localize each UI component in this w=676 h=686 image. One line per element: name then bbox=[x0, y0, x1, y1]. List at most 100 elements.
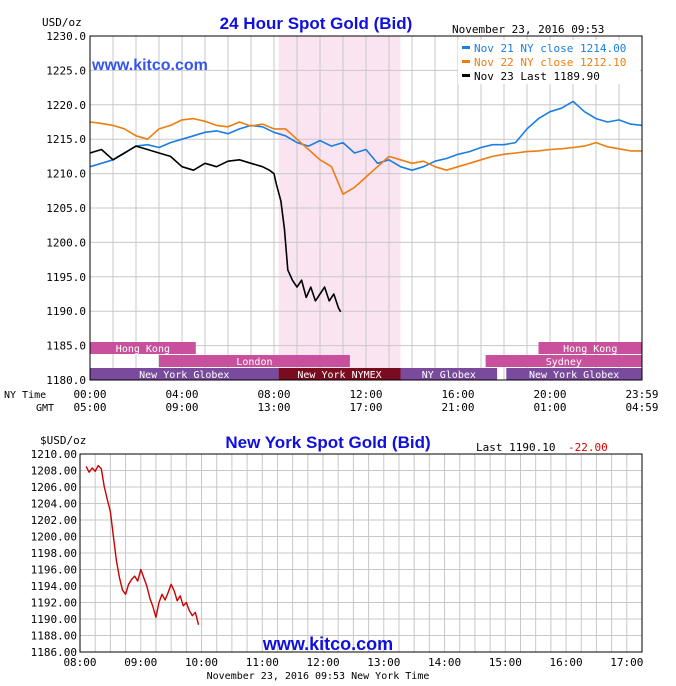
c2-y-tick-label: 1192.00 bbox=[31, 597, 77, 610]
c1-series-line bbox=[89, 117, 642, 195]
c2-title: New York Spot Gold (Bid) bbox=[225, 433, 430, 452]
c2-y-tick-label: 1202.00 bbox=[31, 514, 77, 527]
c1-timestamp: November 23, 2016 09:53 bbox=[452, 23, 604, 36]
c2-grid bbox=[79, 453, 643, 653]
c1-x-row1-label: NY Time bbox=[4, 390, 46, 401]
c2-x-tick-label: 17:00 bbox=[610, 656, 643, 669]
c1-y-tick-label: 1200.0 bbox=[46, 236, 86, 249]
c1-y-tick-label: 1190.0 bbox=[46, 305, 86, 318]
c1-x-tick-ny: 12:00 bbox=[349, 388, 382, 401]
c1-x-tick-ny: 08:00 bbox=[257, 388, 290, 401]
c2-y-tick-label: 1198.00 bbox=[31, 547, 77, 560]
c1-session-bar bbox=[90, 368, 279, 380]
c2-x-tick-label: 11:00 bbox=[246, 656, 279, 669]
c1-session-bar bbox=[159, 355, 350, 367]
c1-x-tick-gmt: 09:00 bbox=[165, 401, 198, 414]
c1-grid bbox=[89, 35, 643, 381]
c1-series-line bbox=[89, 100, 643, 171]
c1-session-label: NY Globex bbox=[422, 370, 476, 381]
c1-y-tick-label: 1215.0 bbox=[46, 133, 86, 146]
c1-ylabel: USD/oz bbox=[42, 16, 82, 29]
c2-x-tick-label: 09:00 bbox=[124, 656, 157, 669]
c2-x-tick-labels: 08:00 09:00 10:00 11:00 12:00 13:00 14:00 15:00… bbox=[63, 656, 643, 669]
c2-x-tick-label: 10:00 bbox=[185, 656, 218, 669]
c1-session-bar bbox=[400, 368, 498, 380]
c2-y-tick-label: 1188.00 bbox=[31, 630, 77, 643]
c1-legend-box bbox=[458, 40, 640, 84]
c1-session-label: New York Globex bbox=[529, 370, 619, 381]
c1-title: 24 Hour Spot Gold (Bid) bbox=[220, 14, 413, 33]
c1-x-tick-gmt: 05:00 bbox=[73, 401, 106, 414]
c1-legend-label: Nov 21 NY close 1214.00 bbox=[474, 42, 626, 55]
c2-y-tick-label: 1206.00 bbox=[31, 481, 77, 494]
c1-x-tick-gmt: 21:00 bbox=[441, 401, 474, 414]
c1-y-tick-label: 1225.0 bbox=[46, 64, 86, 77]
c1-series-lines bbox=[89, 100, 643, 313]
c1-session-bar bbox=[90, 342, 196, 354]
c1-x-tick-ny: 20:00 bbox=[533, 388, 566, 401]
c2-x-tick-label: 15:00 bbox=[489, 656, 522, 669]
c1-y-tick-label: 1180.0 bbox=[46, 374, 86, 387]
c1-legend-swatch bbox=[462, 60, 470, 63]
c1-session-bar bbox=[278, 368, 401, 380]
c2-ylabel: $USD/oz bbox=[40, 434, 86, 447]
c1-legend-label: Nov 22 NY close 1212.10 bbox=[474, 56, 626, 69]
c1-x-tick-gmt: 04:59 bbox=[625, 401, 658, 414]
chart-24-hour: USD/oz 24 Hour Spot Gold (Bid) November … bbox=[4, 14, 659, 414]
c1-y-tick-label: 1220.0 bbox=[46, 99, 86, 112]
c1-y-tick-label: 1185.0 bbox=[46, 340, 86, 353]
c2-y-tick-labels: 1210.00 1208.00 1206.00 1204.00 1202.00 1200.… bbox=[31, 448, 77, 659]
c1-y-tick-label: 1210.0 bbox=[46, 168, 86, 181]
c2-y-tick-label: 1200.00 bbox=[31, 531, 77, 544]
c1-x-tick-ny: 16:00 bbox=[441, 388, 474, 401]
c2-series-line bbox=[85, 464, 200, 625]
c2-y-tick-label: 1210.00 bbox=[31, 448, 77, 461]
c1-session-label: Hong Kong bbox=[563, 344, 617, 355]
c2-y-tick-label: 1186.00 bbox=[31, 646, 77, 659]
c2-y-tick-label: 1196.00 bbox=[31, 564, 77, 577]
c1-watermark: www.kitco.com bbox=[91, 57, 208, 74]
c2-x-tick-label: 13:00 bbox=[367, 656, 400, 669]
c1-x-tick-ny: 04:00 bbox=[165, 388, 198, 401]
c2-footer: November 23, 2016 09:53 New York Time bbox=[207, 671, 430, 682]
c1-plot-frame bbox=[89, 35, 643, 381]
c1-session-label: Hong Kong bbox=[116, 344, 170, 355]
c1-x-tick-gmt: 13:00 bbox=[257, 401, 290, 414]
c1-y-tick-label: 1195.0 bbox=[46, 271, 86, 284]
c1-x-tick-ny: 00:00 bbox=[73, 388, 106, 401]
c1-session-bar bbox=[485, 355, 642, 367]
c2-y-tick-label: 1190.00 bbox=[31, 613, 77, 626]
c1-session-label: London bbox=[236, 357, 272, 368]
c1-x-tick-gmt: 17:00 bbox=[349, 401, 382, 414]
c2-series-lines bbox=[85, 464, 200, 625]
c2-watermark: www.kitco.com bbox=[262, 634, 393, 654]
c1-y-tick-labels: 1230.0 1225.0 1220.0 1215.0 1210.0 1205.0 1200… bbox=[46, 30, 86, 387]
c2-change: -22.00 bbox=[568, 441, 608, 454]
c2-y-tick-label: 1204.00 bbox=[31, 498, 77, 511]
c1-session-bar bbox=[506, 368, 642, 380]
c1-x-row2-label: GMT bbox=[36, 403, 54, 414]
c1-y-tick-label: 1205.0 bbox=[46, 202, 86, 215]
c1-x-tick-ny: 23:59 bbox=[625, 388, 658, 401]
c1-series-line bbox=[89, 145, 342, 313]
c1-legend-label: Nov 23 Last 1189.90 bbox=[474, 70, 600, 83]
c1-session-label: New York NYMEX bbox=[297, 370, 381, 381]
c2-last-label: Last 1190.10 bbox=[476, 441, 555, 454]
c2-y-tick-label: 1194.00 bbox=[31, 580, 77, 593]
c2-plot-frame bbox=[79, 453, 643, 653]
c2-x-tick-label: 12:00 bbox=[306, 656, 339, 669]
c1-legend-swatch bbox=[462, 46, 470, 49]
c1-x-tick-gmt: 01:00 bbox=[533, 401, 566, 414]
chart-new-york: $USD/oz New York Spot Gold (Bid) Last 11… bbox=[31, 433, 644, 682]
c1-session-bar bbox=[538, 342, 642, 354]
c2-y-tick-label: 1208.00 bbox=[31, 465, 77, 478]
c1-y-tick-label: 1230.0 bbox=[46, 30, 86, 43]
c2-x-tick-label: 16:00 bbox=[549, 656, 582, 669]
c2-x-tick-label: 08:00 bbox=[63, 656, 96, 669]
c1-session-label: New York Globex bbox=[139, 370, 229, 381]
c1-session-label: Sydney bbox=[546, 357, 582, 368]
